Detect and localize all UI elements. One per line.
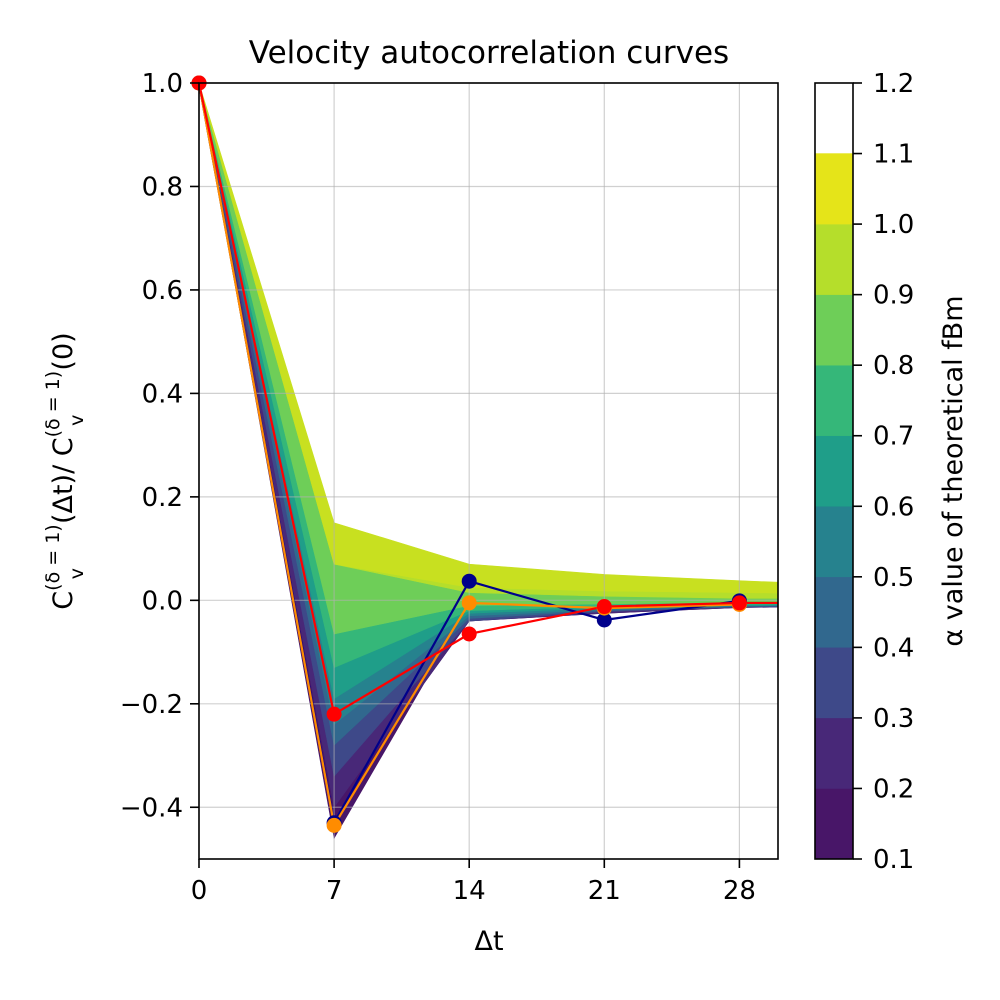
series-1-point-2 bbox=[461, 595, 477, 611]
series-0-point-2 bbox=[461, 573, 477, 589]
x-tick-label-4: 28 bbox=[723, 876, 756, 906]
colorbar-ticks: 0.1 0.2 0.3 0.4 0.5 0.6 0.7 0.8 0.9 1.0 1.1 1.2 bbox=[853, 69, 914, 875]
ylabel-base-2: C bbox=[48, 437, 79, 456]
series-2-point-2 bbox=[461, 626, 477, 642]
colorbar-band-9 bbox=[814, 153, 854, 225]
x-tick-label-1: 7 bbox=[326, 876, 343, 906]
colorbar-tick-label-4: 0.5 bbox=[873, 563, 914, 593]
x-tick-label-2: 14 bbox=[453, 876, 486, 906]
colorbar-tick-label-1: 0.2 bbox=[873, 774, 914, 804]
colorbar-band-2 bbox=[814, 647, 854, 719]
plot-frame bbox=[198, 82, 779, 860]
y-tick-label-7: 1.0 bbox=[142, 69, 183, 99]
series-2-point-4 bbox=[731, 595, 747, 611]
colorbar-band-6 bbox=[814, 364, 854, 436]
colorbar-band-1 bbox=[814, 717, 854, 789]
colorbar bbox=[814, 153, 854, 860]
y-tick-label-2: 0.0 bbox=[142, 586, 183, 616]
colorbar-band-4 bbox=[814, 506, 854, 578]
colorbar-tick-label-11: 1.2 bbox=[873, 69, 914, 99]
ylabel-sub-1: v bbox=[66, 568, 88, 579]
colorbar-tick-label-8: 0.9 bbox=[873, 281, 914, 311]
colorbar-tick-label-7: 0.8 bbox=[873, 351, 914, 381]
colorbar-tick-label-9: 1.0 bbox=[873, 210, 914, 240]
colorbar-label: α value of theoretical fBm bbox=[938, 295, 969, 646]
chart-title: Velocity autocorrelation curves bbox=[249, 35, 729, 71]
y-tick-label-6: 0.8 bbox=[142, 172, 183, 202]
colorbar-band-3 bbox=[814, 576, 854, 648]
series-0-point-3 bbox=[596, 612, 612, 628]
x-tick-label-0: 0 bbox=[191, 876, 208, 906]
y-axis-ticks: −0.4 −0.2 0.0 0.2 0.4 0.6 0.8 1.0 bbox=[120, 69, 199, 823]
colorbar-band-0 bbox=[814, 788, 854, 860]
series-2-point-3 bbox=[596, 599, 612, 615]
y-tick-label-3: 0.2 bbox=[142, 483, 183, 513]
x-axis-ticks: 0 7 14 21 28 bbox=[191, 859, 756, 906]
ylabel-sup-2: (δ = 1) bbox=[42, 371, 64, 438]
ylabel-arg-1: (Δt)/ bbox=[48, 456, 79, 524]
x-axis-label: Δt bbox=[474, 926, 503, 957]
series-2-point-1 bbox=[326, 706, 342, 722]
y-tick-label-1: −0.2 bbox=[120, 690, 183, 720]
colorbar-tick-label-2: 0.3 bbox=[873, 704, 914, 734]
y-tick-label-5: 0.6 bbox=[142, 276, 183, 306]
data-markers bbox=[191, 75, 747, 833]
colorbar-tick-label-3: 0.4 bbox=[873, 633, 914, 663]
series-1-point-1 bbox=[326, 817, 342, 833]
contour-band-9 bbox=[199, 83, 778, 594]
colorbar-frame bbox=[814, 82, 854, 860]
ylabel-base-1: C bbox=[48, 591, 79, 610]
x-tick-label-3: 21 bbox=[588, 876, 621, 906]
colorbar-tick-label-10: 1.1 bbox=[873, 140, 914, 170]
ylabel-sup-1: (δ = 1) bbox=[42, 524, 64, 591]
colorbar-tick-label-0: 0.1 bbox=[873, 845, 914, 875]
contour-bands bbox=[199, 83, 778, 840]
grid-lines bbox=[198, 82, 778, 859]
colorbar-band-8 bbox=[814, 223, 854, 295]
ylabel-arg-2: (0) bbox=[48, 332, 79, 370]
y-tick-label-4: 0.4 bbox=[142, 379, 183, 409]
colorbar-band-7 bbox=[814, 294, 854, 366]
colorbar-tick-label-6: 0.7 bbox=[873, 422, 914, 452]
ylabel-sub-2: v bbox=[66, 415, 88, 426]
y-axis-label: C(δ = 1) v(Δt)/ C(δ = 1) v(0) bbox=[42, 332, 88, 609]
colorbar-tick-label-5: 0.6 bbox=[873, 492, 914, 522]
y-tick-label-0: −0.4 bbox=[120, 793, 183, 823]
colorbar-band-5 bbox=[814, 435, 854, 507]
